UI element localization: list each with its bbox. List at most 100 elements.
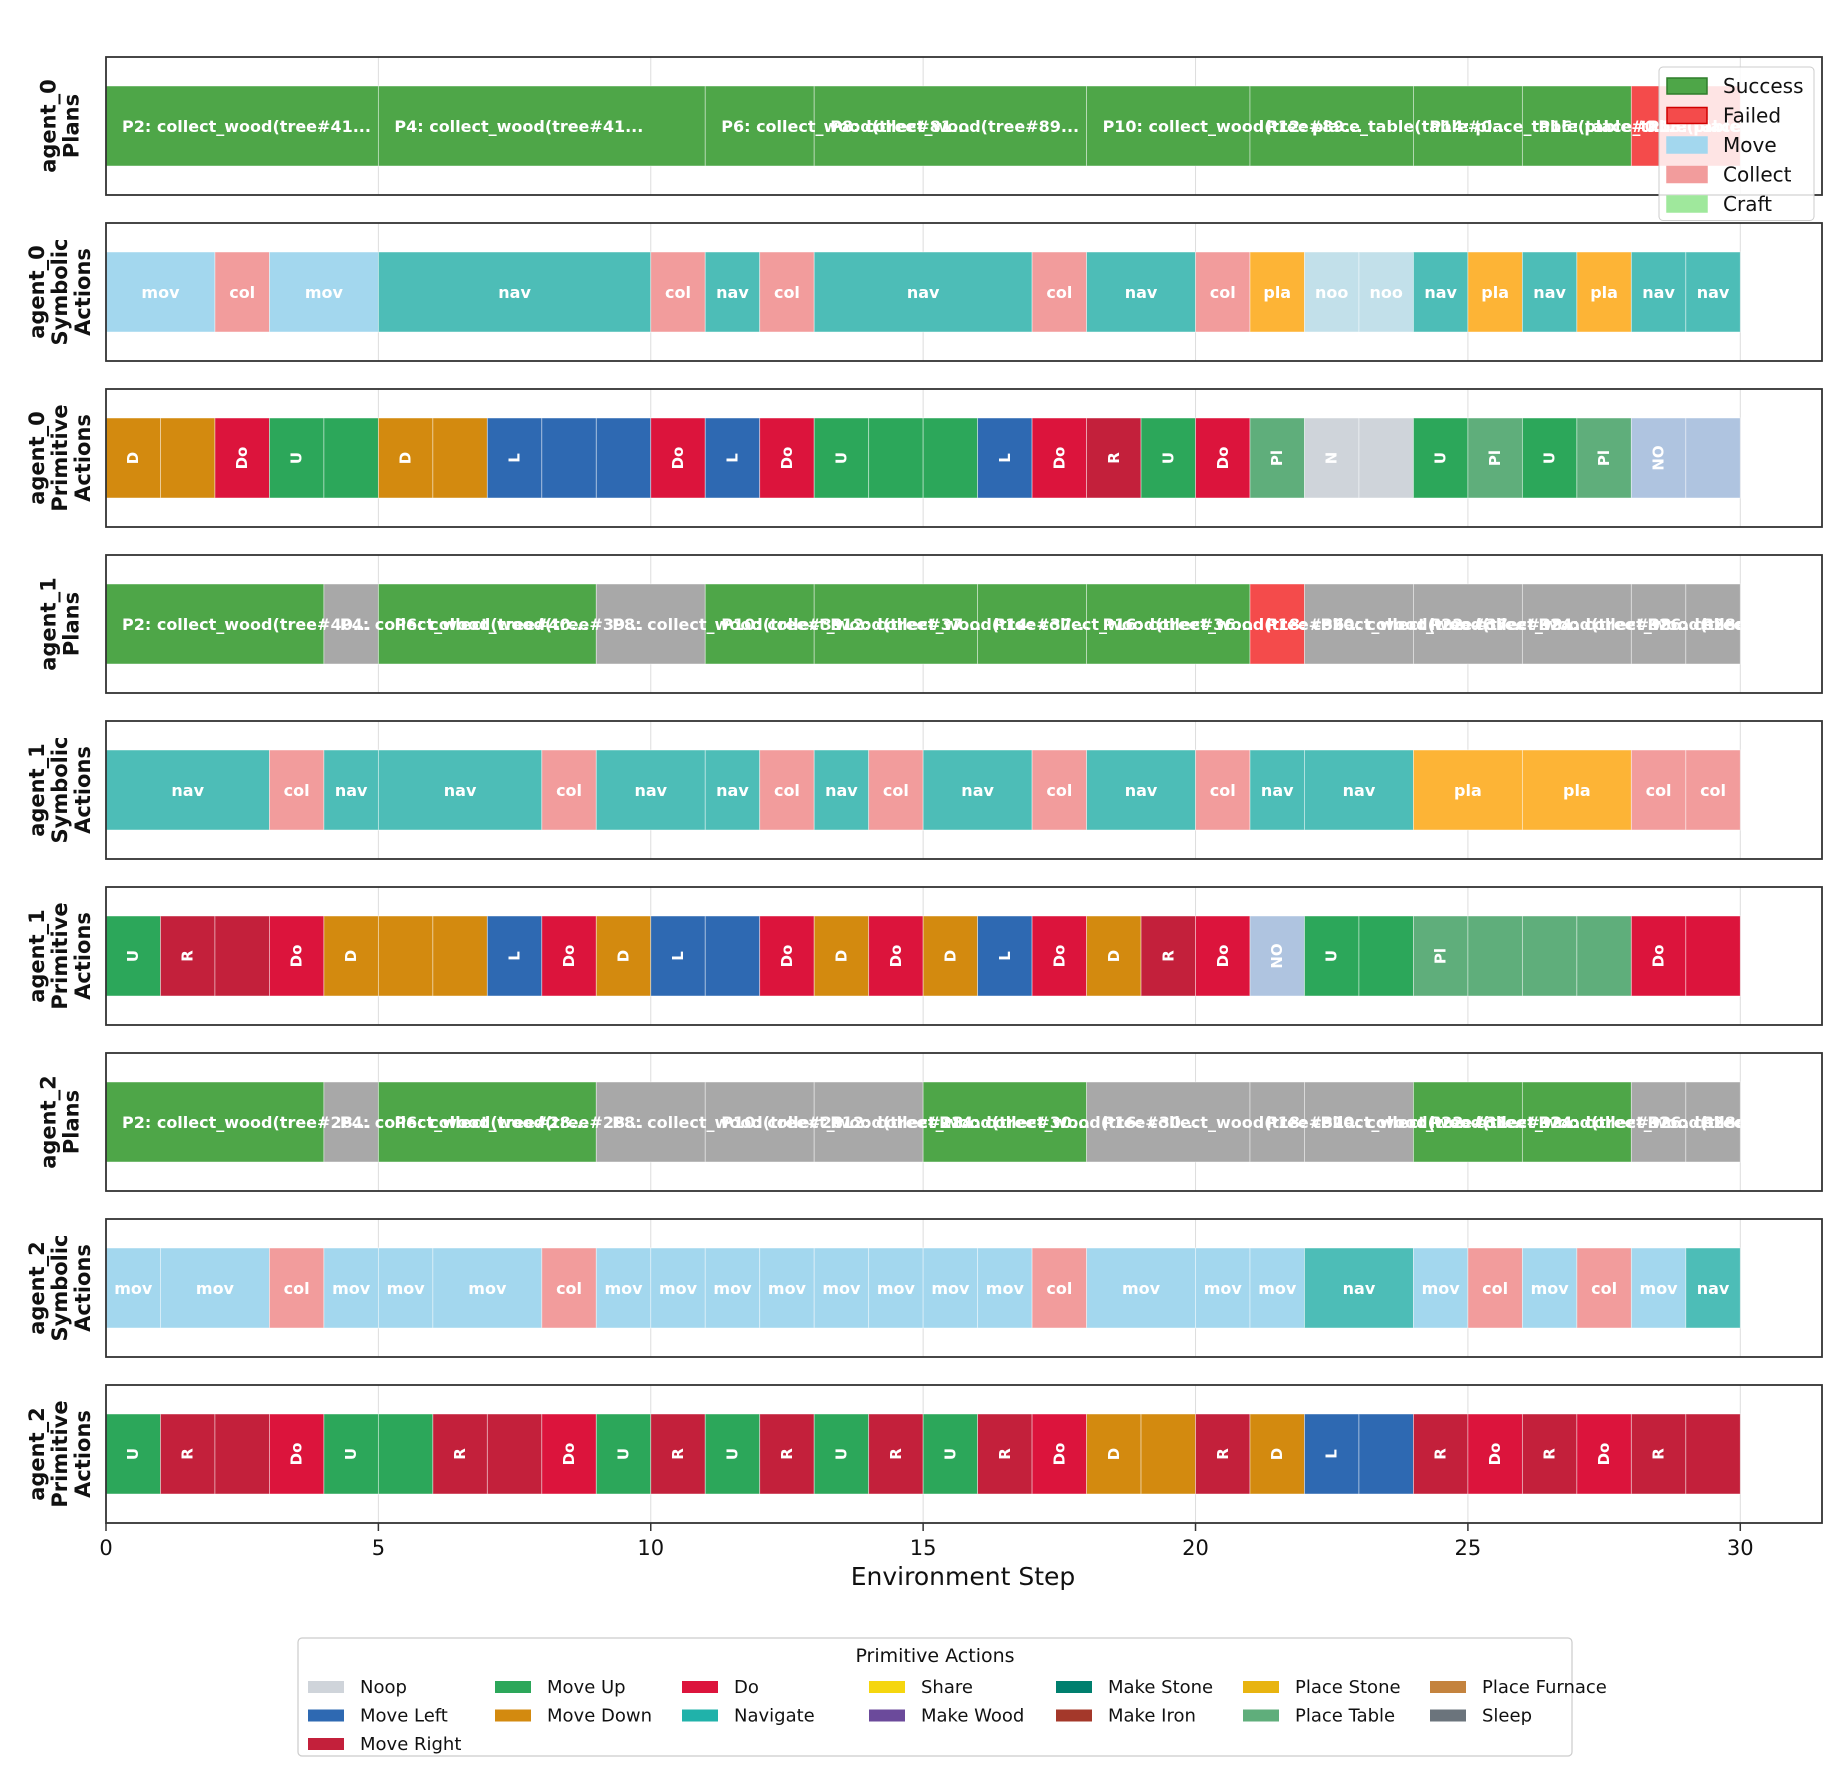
symbolic-label: col: [665, 283, 691, 302]
plan-segment: [1413, 583, 1523, 665]
primitive-label: Do: [1214, 945, 1232, 968]
x-tick-label: 15: [910, 1536, 937, 1560]
sym-segment: [977, 1247, 1033, 1329]
sym-segment: [1249, 749, 1305, 831]
plan-label: P14: collect_wood(tree#36...: [994, 615, 1254, 634]
symbolic-label: nav: [1125, 781, 1158, 800]
primitive-label: Do: [1650, 945, 1668, 968]
primitive-label: Pl: [1486, 450, 1504, 466]
symbolic-label: mov: [468, 1279, 507, 1298]
prim-segment: [269, 417, 325, 499]
primitive-label: R: [887, 1448, 905, 1460]
prim-segment: [977, 1413, 1033, 1495]
symbolic-label: mov: [387, 1279, 426, 1298]
prim-segment: [1304, 417, 1360, 499]
symbolic-label: nav: [961, 781, 994, 800]
primitive-label: U: [124, 950, 142, 962]
panel-row-2: D Do U D L Do L Do U L Do R U Do Pl N U Pl U Pl NO agent_0 Pri…: [25, 388, 1823, 528]
primitive-legend-label: Move Down: [547, 1706, 652, 1727]
prim-segment: [1467, 417, 1523, 499]
plan-label: P24: collect_wood(tree#39...: [1538, 615, 1798, 634]
panel-row-0: P2: collect_wood(tree#41... P4: collect_w…: [37, 56, 1823, 196]
plan-segment: [1630, 1081, 1687, 1163]
panel-row-6: P2: collect_wood(tree#28...P4: collect_w…: [37, 1052, 1823, 1192]
panel-frame: [105, 1384, 1823, 1524]
row-label: agent_1 Plans: [37, 577, 84, 671]
plan-segment: [1249, 85, 1414, 167]
primitive-label: L: [996, 453, 1014, 463]
primitive-label: Pl: [1595, 450, 1613, 466]
sym-segment: [1521, 749, 1632, 831]
primitive-legend-label: Make Iron: [1108, 1706, 1196, 1727]
plan-segment: [1304, 583, 1414, 665]
primitive-label: D: [1268, 1448, 1286, 1460]
prim-segment: [160, 1413, 216, 1495]
symbolic-label: mov: [659, 1279, 698, 1298]
symbolic-label: col: [774, 781, 800, 800]
prim-segment: [1249, 1413, 1305, 1495]
sym-segment: [1031, 1247, 1087, 1329]
sym-segment: [1086, 749, 1196, 831]
status-legend-label: Collect: [1723, 163, 1792, 187]
plan-label: P4: collect_wood(tree#28...: [340, 1113, 589, 1132]
sym-segment: [759, 749, 815, 831]
prim-segment: [977, 915, 1033, 997]
symbolic-label: col: [229, 283, 255, 302]
symbolic-label: mov: [332, 1279, 371, 1298]
prim-segment: [1413, 417, 1469, 499]
prim-segment: [922, 915, 979, 997]
primitive-label: U: [1159, 452, 1177, 464]
symbolic-label: mov: [141, 283, 180, 302]
row-label-line: Symbolic: [48, 1235, 72, 1342]
prim-segment: [759, 915, 815, 997]
row-label: agent_1 Primitive Actions: [25, 902, 95, 1009]
prim-segment: [813, 1413, 870, 1495]
primitive-legend-label: Place Furnace: [1482, 1677, 1607, 1698]
sym-segment: [1413, 1247, 1469, 1329]
symbolic-label: nav: [1697, 283, 1730, 302]
symbolic-label: col: [556, 781, 582, 800]
primitive-label: NO: [1650, 445, 1668, 470]
row-label-line: Actions: [71, 912, 95, 1000]
symbolic-label: col: [1646, 781, 1672, 800]
plan-label: P12: collect_wood(tree#37...: [830, 615, 1090, 634]
primitive-label: U: [832, 1448, 850, 1460]
primitive-legend-swatch: [495, 1709, 531, 1722]
plan-label: P10: collect_wood(tree#28...: [721, 1113, 981, 1132]
prim-segment: [1031, 417, 1087, 499]
primitive-legend-label: Do: [734, 1677, 759, 1698]
prim-segment: [214, 417, 270, 499]
sym-segment: [1576, 251, 1632, 333]
panel-row-5: U R Do D L Do D L Do D Do D L Do D R Do NO U Pl Do agent_1 Pri…: [25, 886, 1823, 1026]
symbolic-label: mov: [1258, 1279, 1297, 1298]
prim-segment: [1467, 1413, 1523, 1495]
plan-segment: [813, 85, 1087, 167]
primitive-label: L: [669, 951, 687, 961]
panel-frame: [105, 388, 1823, 528]
prim-segment: [977, 417, 1033, 499]
symbolic-label: col: [883, 781, 909, 800]
row-label-line: Actions: [71, 248, 95, 336]
sym-segment: [377, 251, 652, 333]
status-legend: Success Failed Move Collect Craft: [1658, 66, 1815, 221]
primitive-legend-label: Make Stone: [1108, 1677, 1213, 1698]
prim-segment: [1413, 915, 1469, 997]
plan-segment: [377, 1081, 597, 1163]
primitive-label: Pl: [1432, 948, 1450, 964]
prim-segment: [595, 1413, 652, 1495]
plan-segment: [704, 85, 815, 167]
prim-segment: [1576, 417, 1632, 499]
sym-segment: [595, 1247, 652, 1329]
symbolic-label: mov: [1122, 1279, 1161, 1298]
primitive-actions-legend: Primitive Actions Noop Move Left Move Right…: [297, 1637, 1607, 1757]
primitive-label: U: [832, 452, 850, 464]
x-axis-label: Environment Step: [851, 1562, 1076, 1591]
sym-segment: [1031, 251, 1087, 333]
prim-segment: [1358, 915, 1414, 997]
prim-segment: [1086, 915, 1142, 997]
symbolic-label: mov: [305, 283, 344, 302]
plan-segment: [105, 85, 379, 167]
primitive-label: R: [451, 1448, 469, 1460]
primitive-legend-label: Move Up: [547, 1677, 626, 1698]
